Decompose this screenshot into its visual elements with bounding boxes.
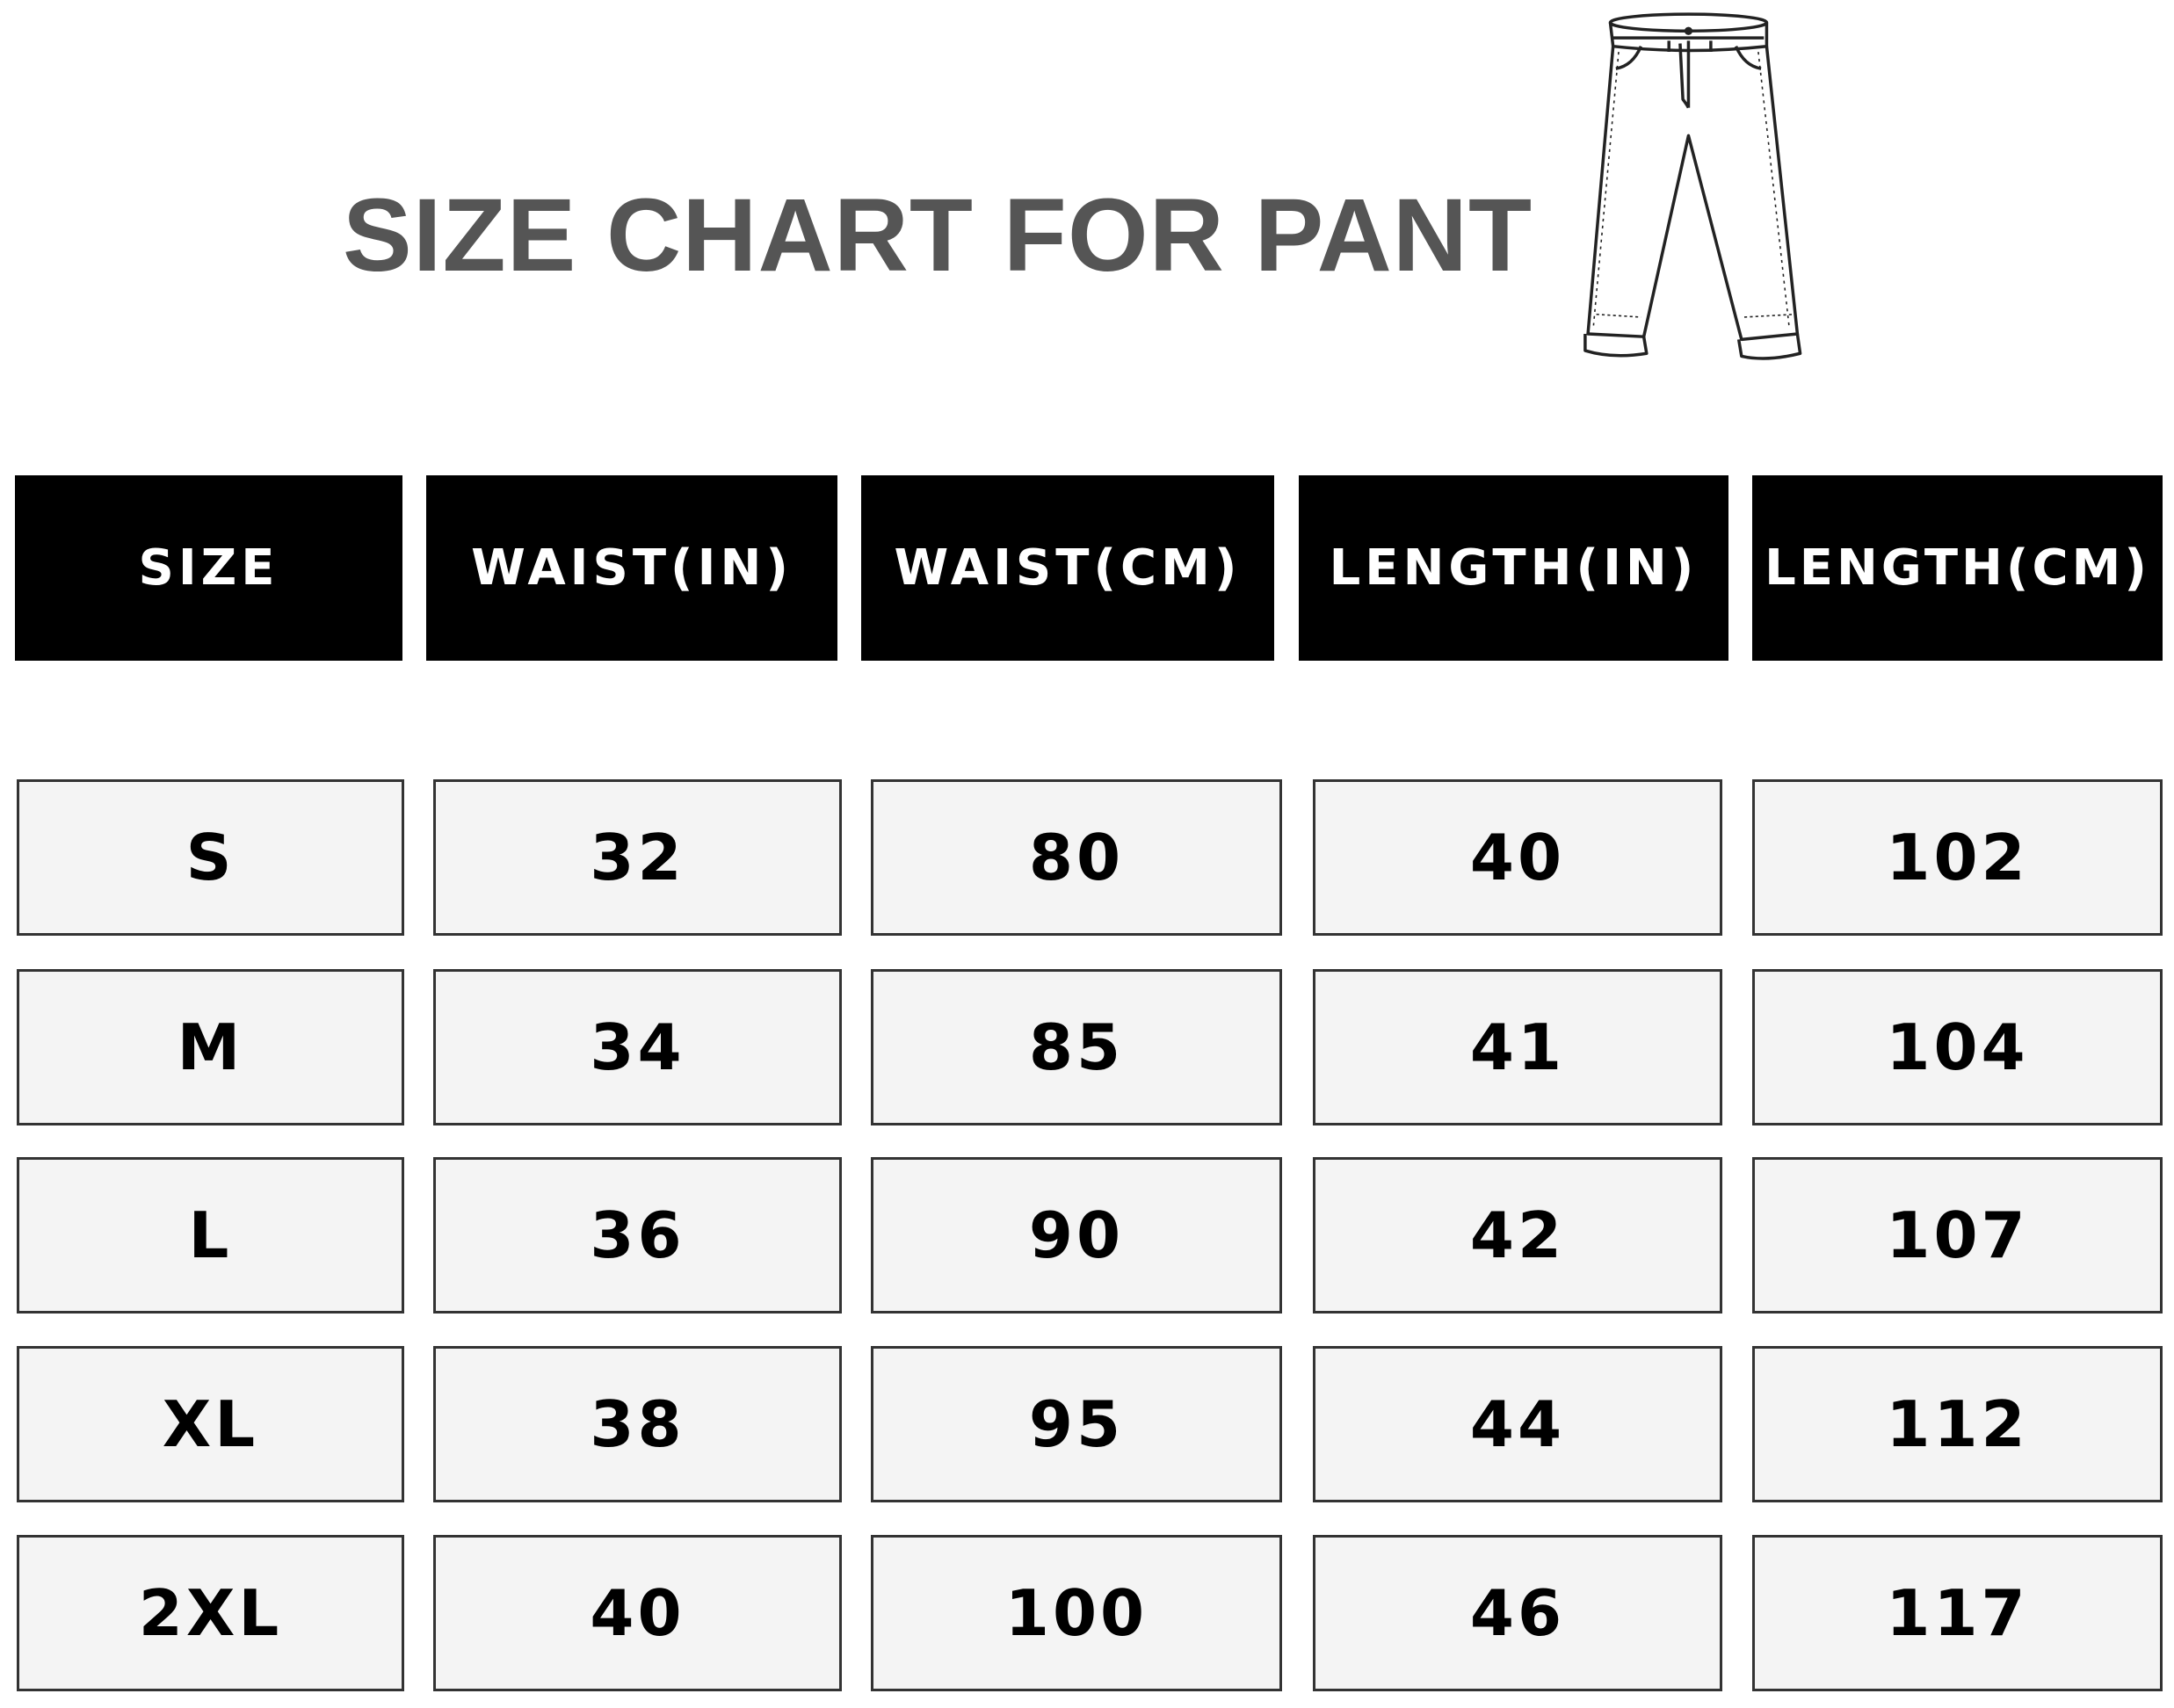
cell-length-cm: 107 (1752, 1157, 2163, 1314)
cell-length-cm: 117 (1752, 1535, 2163, 1691)
cell-waist-in: 38 (433, 1346, 842, 1502)
cell-length-in: 46 (1313, 1535, 1722, 1691)
header-waist-cm: WAIST(CM) (861, 475, 1274, 661)
cell-length-in: 42 (1313, 1157, 1722, 1314)
cell-length-in: 40 (1313, 779, 1722, 936)
cell-size: 2XL (17, 1535, 404, 1691)
cell-length-cm: 112 (1752, 1346, 2163, 1502)
cell-waist-cm: 85 (871, 969, 1282, 1125)
header-length-in: LENGTH(IN) (1299, 475, 1728, 661)
cell-length-cm: 102 (1752, 779, 2163, 936)
pants-icon (1583, 12, 1802, 360)
cell-waist-cm: 95 (871, 1346, 1282, 1502)
header-length-cm: LENGTH(CM) (1752, 475, 2163, 661)
page-title: SIZE CHART FOR PANT (343, 177, 1533, 293)
cell-size: M (17, 969, 404, 1125)
cell-waist-cm: 90 (871, 1157, 1282, 1314)
header-size: SIZE (15, 475, 402, 661)
header-waist-in: WAIST(IN) (426, 475, 837, 661)
cell-waist-cm: 80 (871, 779, 1282, 936)
cell-size: L (17, 1157, 404, 1314)
cell-length-in: 44 (1313, 1346, 1722, 1502)
cell-size: XL (17, 1346, 404, 1502)
cell-length-in: 41 (1313, 969, 1722, 1125)
cell-waist-cm: 100 (871, 1535, 1282, 1691)
cell-waist-in: 34 (433, 969, 842, 1125)
cell-size: S (17, 779, 404, 936)
cell-waist-in: 40 (433, 1535, 842, 1691)
cell-waist-in: 32 (433, 779, 842, 936)
cell-waist-in: 36 (433, 1157, 842, 1314)
cell-length-cm: 104 (1752, 969, 2163, 1125)
